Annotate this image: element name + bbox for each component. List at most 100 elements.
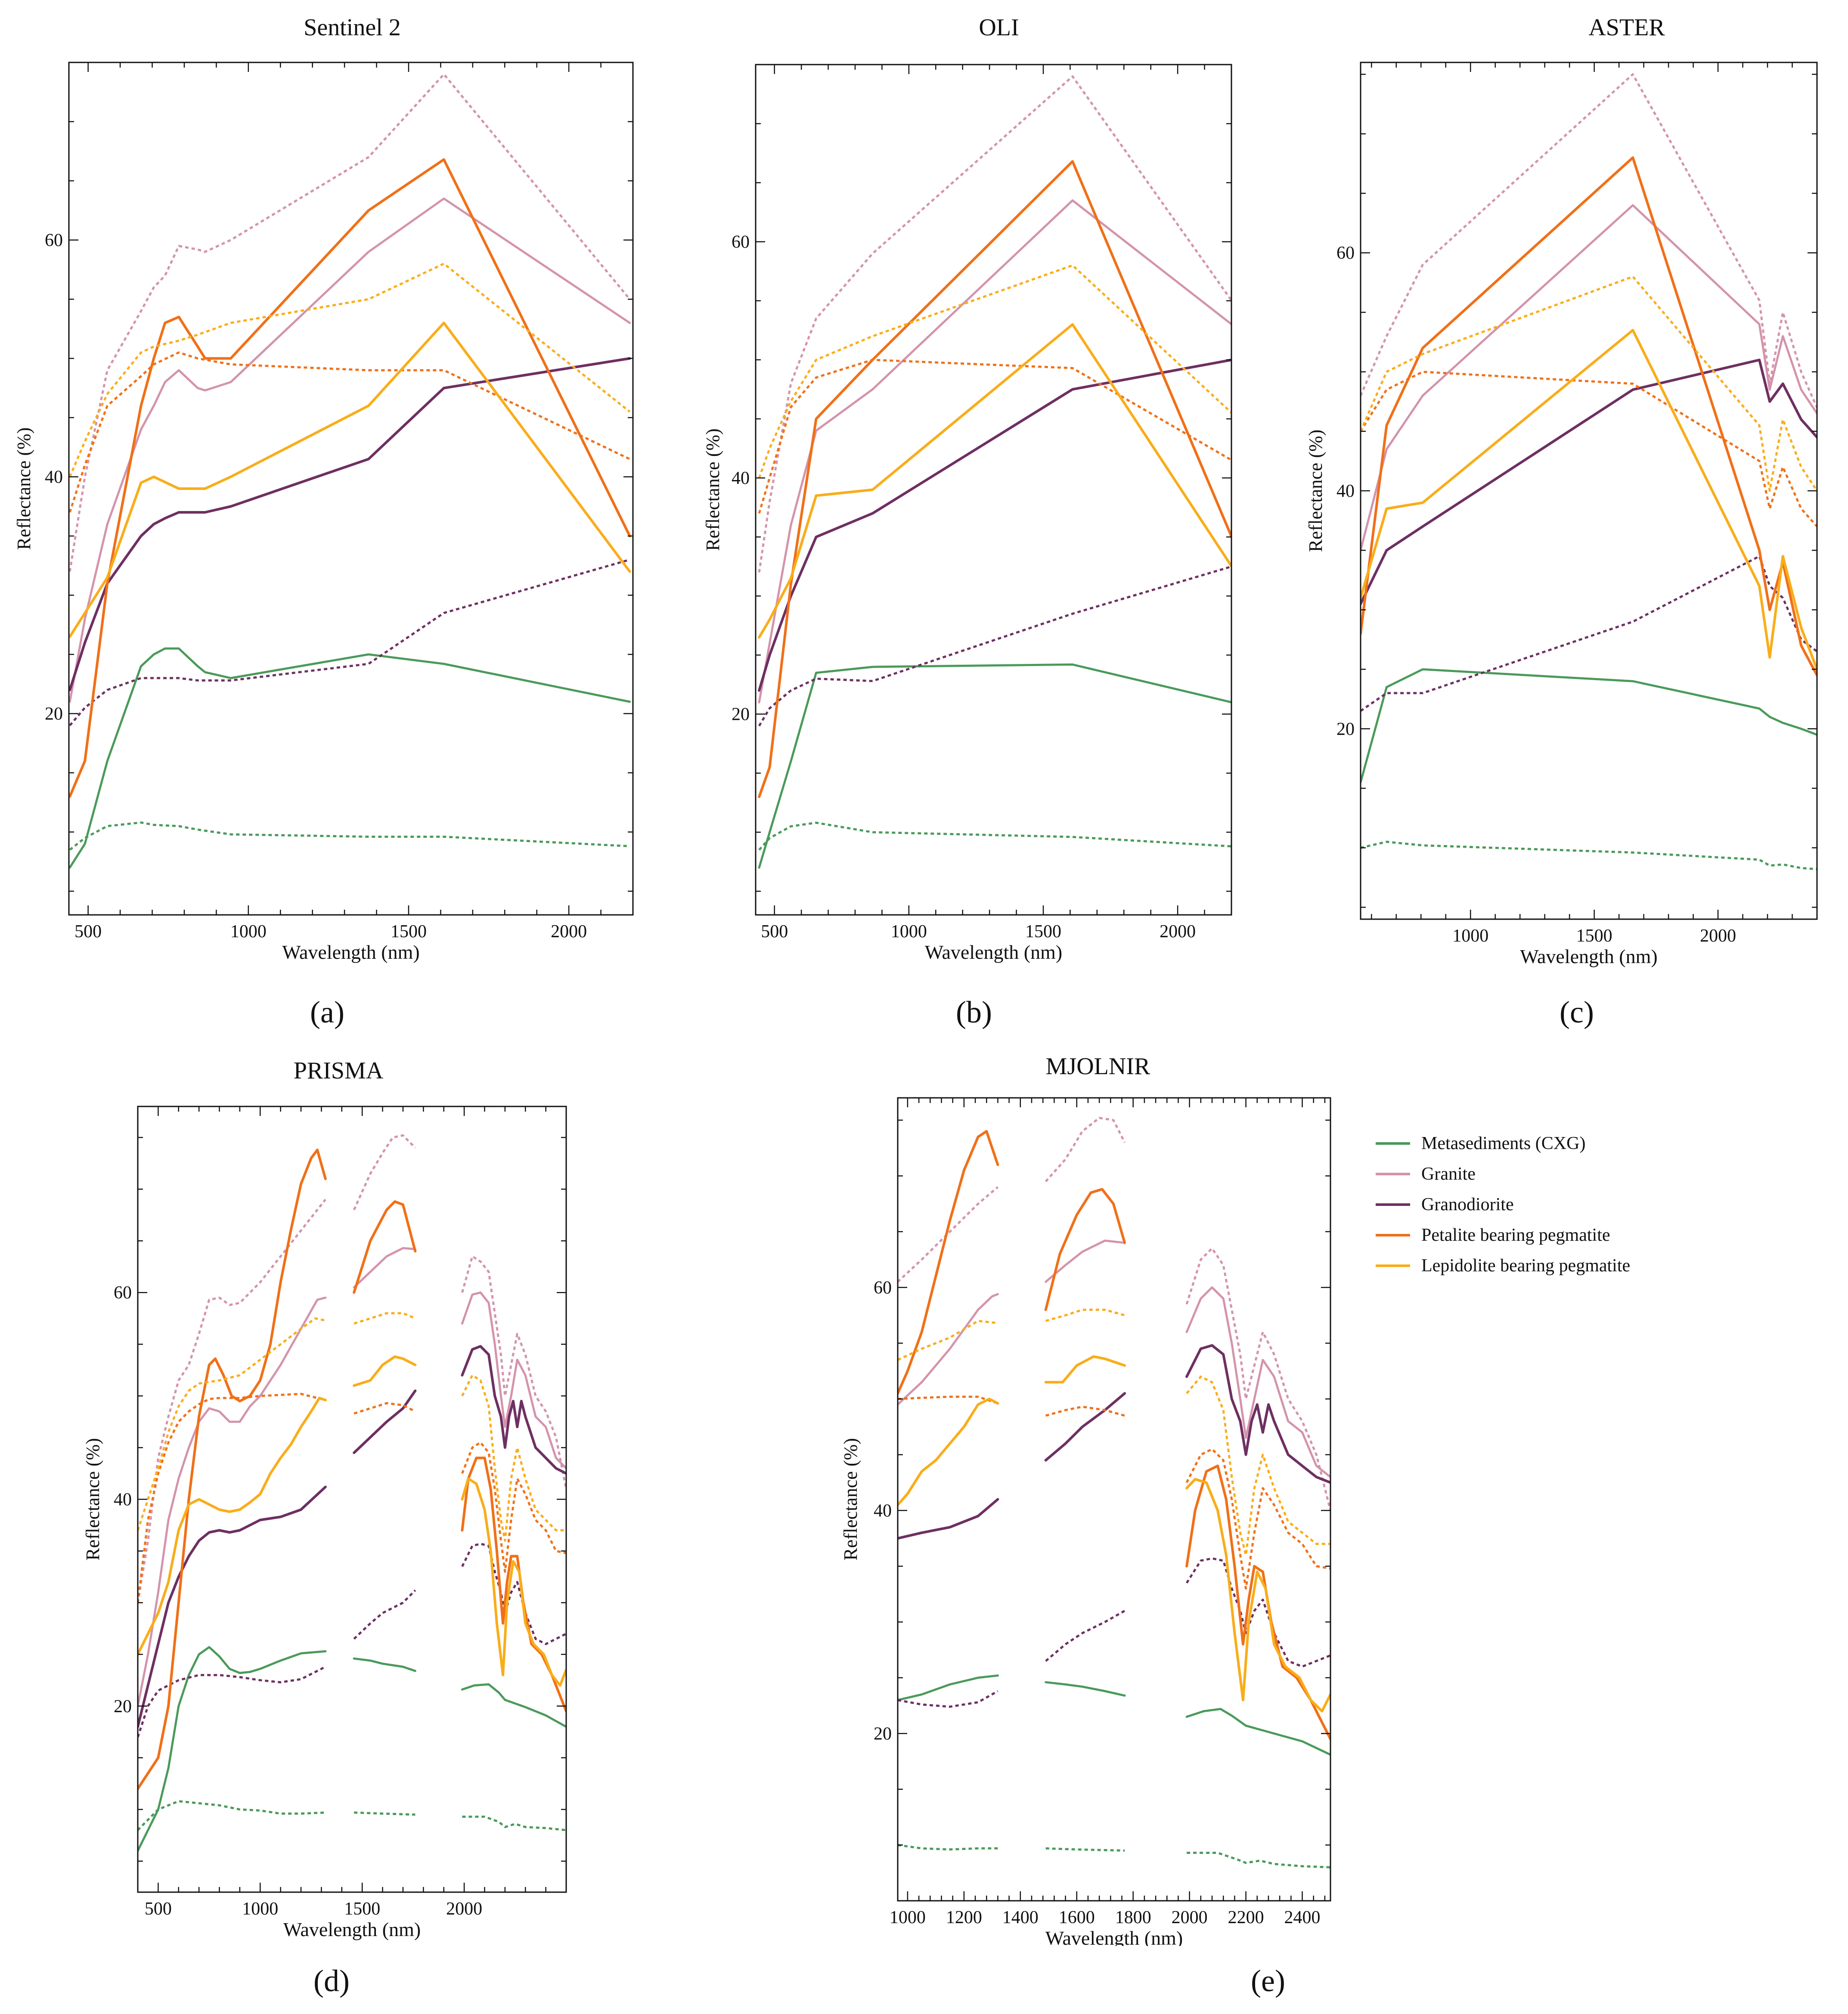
x-axis-label: Wavelength (nm) bbox=[283, 1918, 421, 1940]
legend-item-granite: Granite bbox=[1376, 1159, 1630, 1189]
series-line-metasediments-dotted-seg2 bbox=[354, 1811, 415, 1816]
panel-label-a: (a) bbox=[310, 995, 344, 1029]
series-line-metasediments-solid-seg3 bbox=[1185, 1708, 1330, 1756]
series-line-granodiorite-dotted-seg3 bbox=[1185, 1557, 1330, 1668]
series-line-granodiorite-dotted-seg2 bbox=[1045, 1610, 1126, 1662]
series-line-metasediments-solid-seg1 bbox=[138, 1646, 327, 1852]
series-line-granite-solid bbox=[69, 197, 631, 703]
series-line-metasediments-dotted bbox=[758, 821, 1231, 851]
x-tick-label: 2000 bbox=[551, 922, 587, 942]
series-line-petalite-dotted-seg3 bbox=[461, 1441, 566, 1573]
series-line-granodiorite-dotted-seg1 bbox=[898, 1690, 998, 1708]
x-tick-label: 1600 bbox=[1059, 1908, 1095, 1927]
series-line-lepidolite-solid-seg1 bbox=[898, 1397, 999, 1506]
series-line-granodiorite-solid-seg3 bbox=[461, 1345, 566, 1475]
legend: Metasediments (CXG) Granite Granodiorite… bbox=[1376, 1128, 1630, 1281]
y-tick-label: 60 bbox=[45, 231, 63, 251]
x-tick-label: 2000 bbox=[1160, 922, 1196, 942]
chart-aster: 1000 1500 2000 20 40 60 Wavelength (nm) Reflect… bbox=[1305, 62, 1818, 967]
series-group bbox=[1361, 73, 1817, 871]
series-line-granite-solid bbox=[1361, 204, 1817, 552]
legend-label-metasediments: Metasediments (CXG) bbox=[1421, 1133, 1586, 1153]
series-line-granodiorite-solid-seg1 bbox=[898, 1498, 999, 1540]
series-line-metasediments-dotted-seg3 bbox=[462, 1816, 566, 1831]
x-tick-label: 500 bbox=[761, 922, 788, 942]
series-line-granite-solid-seg3 bbox=[1185, 1286, 1330, 1478]
series-line-metasediments-solid-seg3 bbox=[461, 1683, 566, 1728]
plot-frame bbox=[755, 64, 1232, 916]
series-line-granodiorite-solid-seg3 bbox=[1185, 1344, 1330, 1484]
series-line-metasediments-dotted-seg3 bbox=[1187, 1852, 1330, 1868]
chart-prisma: 500 1000 1500 2000 20 40 60 Wavelength (nm) Refl… bbox=[82, 1106, 567, 1940]
series-line-granodiorite-solid bbox=[758, 358, 1231, 692]
y-tick-label: 20 bbox=[45, 704, 63, 724]
plot-frame bbox=[1360, 62, 1818, 920]
series-line-petalite-dotted-seg3 bbox=[1185, 1448, 1330, 1590]
series-line-granite-dotted-seg1 bbox=[138, 1199, 326, 1603]
series-line-granodiorite-dotted-seg3 bbox=[461, 1543, 566, 1645]
series-line-lepidolite-dotted-seg3 bbox=[1186, 1376, 1330, 1556]
x-tick-label: 1500 bbox=[1576, 926, 1612, 946]
series-line-lepidolite-solid bbox=[69, 322, 631, 638]
legend-item-granodiorite: Granodiorite bbox=[1376, 1189, 1630, 1220]
series-line-granite-dotted-seg3 bbox=[461, 1255, 566, 1489]
y-tick-label: 40 bbox=[1336, 481, 1355, 501]
panel-label-e: (e) bbox=[1251, 1964, 1285, 1998]
series-line-petalite-solid-seg1 bbox=[138, 1148, 327, 1790]
series-group bbox=[898, 1117, 1330, 1868]
series-line-metasediments-dotted-seg2 bbox=[1045, 1847, 1125, 1852]
chart-oli: 500 1000 1500 2000 20 40 60 Wavelength (nm) Refl… bbox=[702, 64, 1232, 963]
series-line-granodiorite-dotted bbox=[1361, 555, 1817, 712]
series-line-petalite-dotted bbox=[758, 359, 1231, 514]
series-line-granite-dotted-seg1 bbox=[898, 1186, 999, 1283]
x-tick-label: 1000 bbox=[1452, 926, 1488, 946]
series-line-granodiorite-solid-seg2 bbox=[1044, 1392, 1126, 1462]
y-tick-label: 20 bbox=[874, 1724, 892, 1744]
y-tick-label: 40 bbox=[874, 1501, 892, 1521]
series-group bbox=[69, 73, 631, 869]
series-line-lepidolite-solid-seg2 bbox=[1044, 1355, 1126, 1384]
plot-frame bbox=[897, 1097, 1331, 1902]
series-line-granite-dotted bbox=[1361, 73, 1817, 408]
x-tick-label: 2400 bbox=[1284, 1908, 1321, 1927]
series-line-granite-solid bbox=[758, 199, 1231, 703]
plot-frame bbox=[137, 1106, 567, 1893]
series-line-granite-solid-seg2 bbox=[353, 1247, 416, 1289]
y-axis-label: Reflectance (%) bbox=[1305, 430, 1326, 552]
series-line-petalite-solid-seg1 bbox=[898, 1130, 999, 1395]
series-line-granite-solid-seg1 bbox=[898, 1293, 999, 1406]
series-line-lepidolite-solid-seg3 bbox=[461, 1477, 566, 1687]
series-line-petalite-solid bbox=[758, 160, 1231, 798]
x-axis-label: Wavelength (nm) bbox=[925, 941, 1062, 963]
chart-title-mjolnir: MJOLNIR bbox=[1045, 1053, 1150, 1080]
y-tick-label: 20 bbox=[732, 705, 750, 725]
legend-swatch-lepidolite bbox=[1376, 1264, 1410, 1267]
series-line-metasediments-dotted-seg1 bbox=[138, 1800, 326, 1831]
y-tick-label: 60 bbox=[1336, 243, 1355, 263]
x-tick-label: 1200 bbox=[946, 1908, 982, 1927]
y-tick-label: 20 bbox=[114, 1697, 132, 1717]
series-line-granite-solid-seg1 bbox=[138, 1296, 327, 1707]
y-axis-label: Reflectance (%) bbox=[840, 1438, 861, 1561]
y-tick-label: 20 bbox=[1336, 719, 1355, 739]
y-tick-label: 60 bbox=[732, 232, 750, 252]
series-line-granite-dotted bbox=[69, 73, 631, 572]
panel-label-d: (d) bbox=[313, 1964, 350, 1998]
legend-item-metasediments: Metasediments (CXG) bbox=[1376, 1128, 1630, 1159]
y-tick-label: 60 bbox=[114, 1283, 132, 1303]
x-tick-label: 1500 bbox=[391, 922, 427, 942]
plot-frame bbox=[68, 62, 634, 916]
series-line-petalite-dotted bbox=[69, 351, 630, 513]
x-tick-label: 2000 bbox=[1172, 1908, 1208, 1927]
legend-label-petalite: Petalite bearing pegmatite bbox=[1421, 1225, 1610, 1245]
x-tick-label: 1500 bbox=[1025, 922, 1061, 942]
series-line-lepidolite-dotted bbox=[69, 263, 631, 477]
x-tick-label: 500 bbox=[74, 922, 102, 942]
y-tick-label: 40 bbox=[45, 468, 63, 487]
series-line-granite-solid-seg3 bbox=[461, 1291, 566, 1469]
series-line-granite-dotted-seg2 bbox=[1045, 1117, 1126, 1182]
series-line-lepidolite-dotted-seg1 bbox=[138, 1317, 326, 1531]
series-line-metasediments-solid bbox=[69, 647, 631, 869]
series-line-petalite-dotted bbox=[1361, 371, 1817, 527]
chart-title-oli: OLI bbox=[979, 14, 1019, 41]
